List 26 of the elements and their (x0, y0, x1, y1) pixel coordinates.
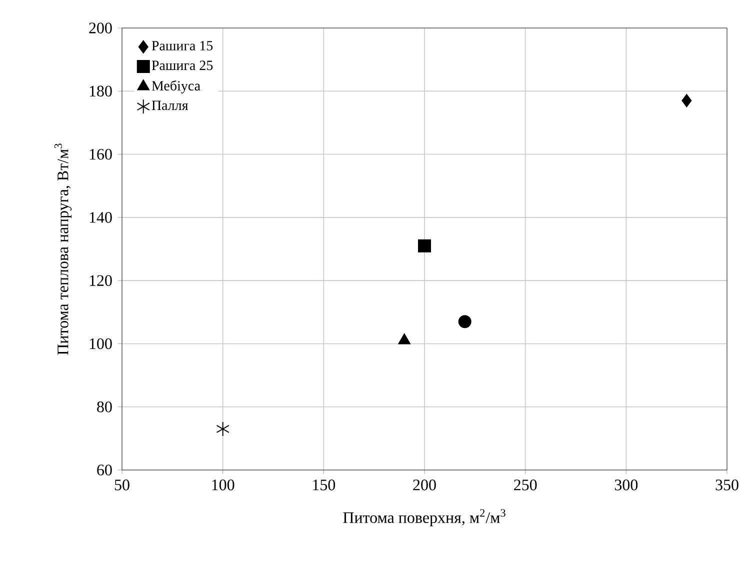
point (458, 315, 472, 328)
x-tick-label: 300 (614, 480, 638, 490)
y-axis-title: Питома теплова напруга, Вт/м$^{3}$ (54, 144, 72, 355)
legend-label: Рашига 15 (152, 41, 213, 50)
x-tick-label: 200 (413, 480, 436, 490)
point (216, 421, 230, 436)
y-tick-label: 180 (90, 86, 112, 97)
y-tick-label: 120 (90, 275, 112, 286)
y-tick-label: 80 (97, 401, 112, 412)
legend-label: Палля (152, 100, 188, 110)
point (398, 334, 410, 344)
legend-label: Мебіуса (152, 80, 200, 94)
x-axis-title: Питома поверхня, м$^{2}$/м$^{3}$ (343, 509, 506, 526)
point (418, 239, 432, 252)
x-tick-label: 100 (212, 480, 234, 490)
y-tick-label: 160 (90, 148, 112, 160)
y-tick-label: 200 (89, 22, 112, 34)
x-tick-label: 50 (114, 480, 130, 490)
x-tick-label: 150 (313, 480, 336, 490)
y-tick-label: 100 (90, 338, 112, 350)
y-tick-label: 60 (97, 464, 112, 476)
point (682, 94, 692, 108)
legend-label: Рашига 25 (152, 60, 213, 70)
y-tick-label: 140 (90, 212, 112, 223)
x-tick-label: 350 (716, 480, 738, 490)
x-tick-label: 250 (514, 480, 537, 490)
